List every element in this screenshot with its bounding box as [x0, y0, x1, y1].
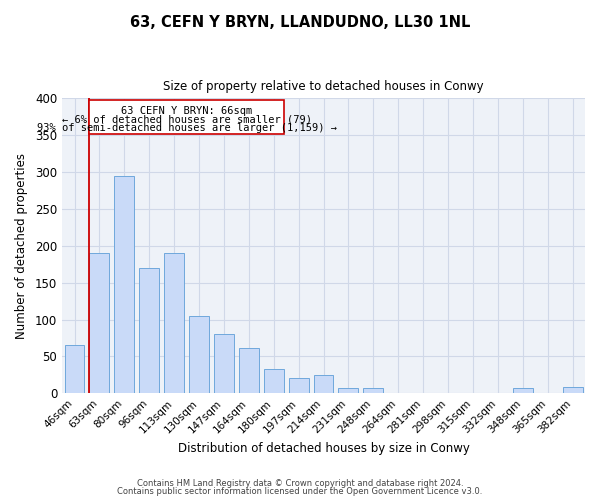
Text: Contains HM Land Registry data © Crown copyright and database right 2024.: Contains HM Land Registry data © Crown c…: [137, 478, 463, 488]
Bar: [214, 334, 234, 394]
Bar: [364, 388, 383, 394]
Title: Size of property relative to detached houses in Conwy: Size of property relative to detached ho…: [163, 80, 484, 93]
Text: 93% of semi-detached houses are larger (1,159) →: 93% of semi-detached houses are larger (…: [37, 122, 337, 132]
FancyBboxPatch shape: [89, 100, 284, 134]
X-axis label: Distribution of detached houses by size in Conwy: Distribution of detached houses by size …: [178, 442, 469, 455]
Bar: [65, 346, 85, 394]
Text: 63, CEFN Y BRYN, LLANDUDNO, LL30 1NL: 63, CEFN Y BRYN, LLANDUDNO, LL30 1NL: [130, 15, 470, 30]
Bar: [563, 388, 583, 394]
Y-axis label: Number of detached properties: Number of detached properties: [15, 153, 28, 339]
Bar: [314, 375, 334, 394]
Bar: [239, 348, 259, 394]
Bar: [338, 388, 358, 394]
Bar: [89, 253, 109, 394]
Bar: [189, 316, 209, 394]
Text: 63 CEFN Y BRYN: 66sqm: 63 CEFN Y BRYN: 66sqm: [121, 106, 252, 116]
Bar: [264, 369, 284, 394]
Text: Contains public sector information licensed under the Open Government Licence v3: Contains public sector information licen…: [118, 487, 482, 496]
Bar: [164, 253, 184, 394]
Bar: [289, 378, 308, 394]
Text: ← 6% of detached houses are smaller (79): ← 6% of detached houses are smaller (79): [62, 114, 311, 124]
Bar: [513, 388, 533, 394]
Bar: [139, 268, 159, 394]
Bar: [115, 176, 134, 394]
